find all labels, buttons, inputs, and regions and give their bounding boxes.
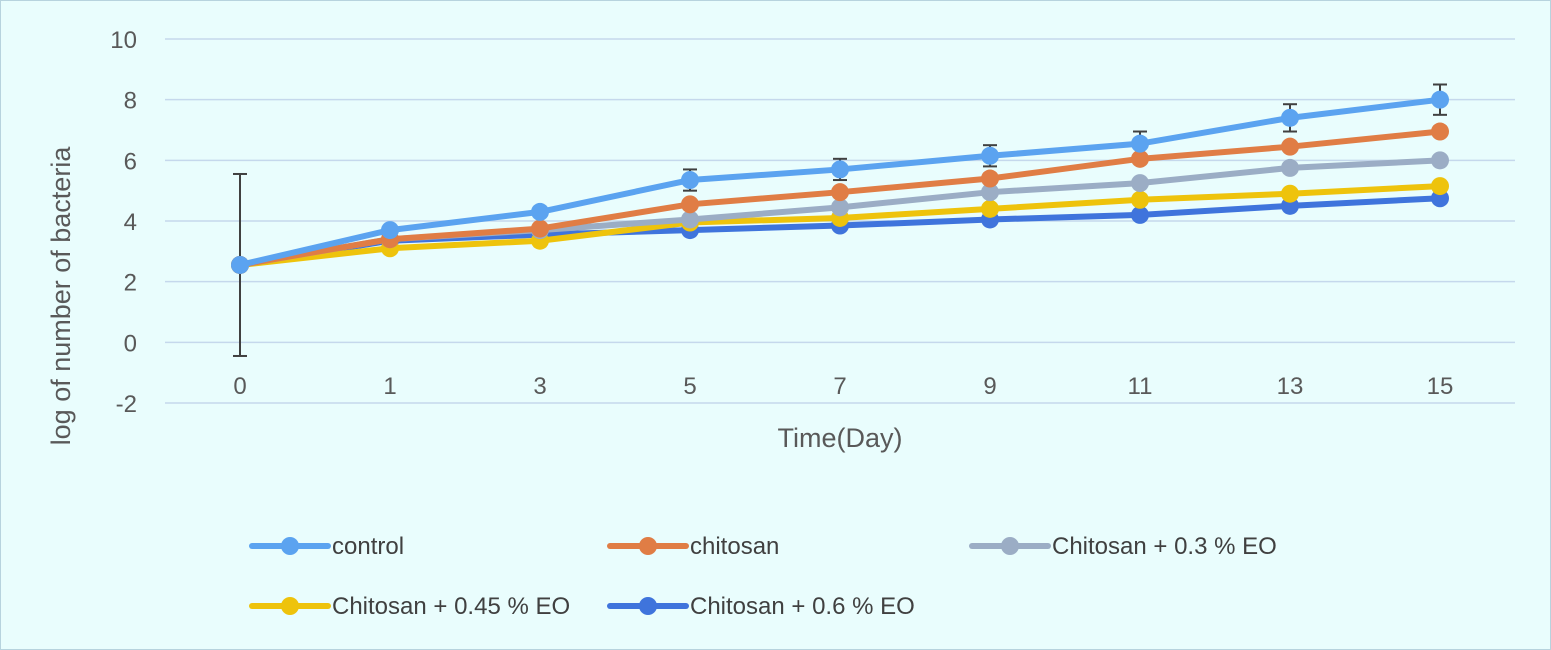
data-point (1281, 158, 1299, 177)
x-tick-label: 5 (683, 373, 696, 400)
x-tick-label: 13 (1277, 373, 1304, 400)
legend-marker (639, 597, 657, 615)
data-point (1131, 190, 1149, 209)
legend-item: Chitosan + 0.45 % EO (249, 593, 570, 620)
data-point (981, 146, 999, 165)
gridlines (165, 38, 1515, 404)
y-tick-label: 2 (124, 270, 137, 297)
y-tick-label: 8 (124, 88, 137, 115)
y-tick-label: 0 (124, 330, 137, 357)
data-point (531, 202, 549, 221)
data-point (831, 160, 849, 179)
data-point (1431, 177, 1449, 196)
data-point (1131, 134, 1149, 153)
x-axis-title: Time(Day) (778, 423, 903, 453)
data-point (1131, 205, 1149, 224)
data-point (531, 219, 549, 238)
legend-label: Chitosan + 0.45 % EO (332, 593, 570, 620)
legend-marker (1001, 537, 1019, 555)
legend-label: control (332, 533, 404, 560)
legend: control chitosan Chitosan + 0.3 % EO Chitos… (249, 533, 1277, 620)
data-point (1281, 108, 1299, 127)
y-axis-ticks: 10 8 6 4 2 0 -2 (110, 27, 137, 418)
legend-label: Chitosan + 0.3 % EO (1052, 533, 1277, 560)
data-point (1131, 174, 1149, 193)
data-point (1281, 184, 1299, 203)
legend-marker (281, 537, 299, 555)
data-point (831, 198, 849, 217)
y-tick-label: 4 (124, 209, 137, 236)
legend-item: Chitosan + 0.6 % EO (607, 593, 915, 620)
y-tick-label: -2 (116, 391, 137, 418)
x-tick-label: 0 (233, 373, 246, 400)
x-tick-label: 3 (533, 373, 546, 400)
data-point (1131, 149, 1149, 168)
x-axis-ticks: 0 1 3 5 7 9 11 13 15 (233, 373, 1453, 400)
data-point (681, 210, 699, 229)
data-point (1431, 151, 1449, 170)
data-point (231, 255, 249, 274)
data-point (981, 199, 999, 218)
x-tick-label: 7 (833, 373, 846, 400)
series-lines (231, 90, 1449, 274)
data-point (981, 183, 999, 202)
data-point (981, 169, 999, 188)
data-point (1281, 137, 1299, 156)
x-tick-label: 9 (983, 373, 996, 400)
data-point (1431, 122, 1449, 141)
legend-label: Chitosan + 0.6 % EO (690, 593, 915, 620)
series-control (231, 90, 1449, 274)
legend-marker (281, 597, 299, 615)
series-chitosan (231, 122, 1449, 274)
data-point (831, 183, 849, 202)
data-point (681, 195, 699, 214)
x-tick-label: 15 (1427, 373, 1454, 400)
y-tick-label: 6 (124, 148, 137, 175)
data-point (381, 221, 399, 240)
x-tick-label: 1 (383, 373, 396, 400)
y-tick-label: 10 (110, 27, 137, 54)
x-tick-label: 11 (1128, 373, 1153, 400)
legend-item: Chitosan + 0.3 % EO (969, 533, 1277, 560)
legend-marker (639, 537, 657, 555)
data-point (681, 171, 699, 190)
legend-item: chitosan (607, 533, 779, 560)
data-point (1431, 90, 1449, 109)
legend-label: chitosan (690, 533, 779, 560)
y-axis-title: log of number of bacteria (46, 146, 76, 446)
legend-item: control (249, 533, 404, 560)
